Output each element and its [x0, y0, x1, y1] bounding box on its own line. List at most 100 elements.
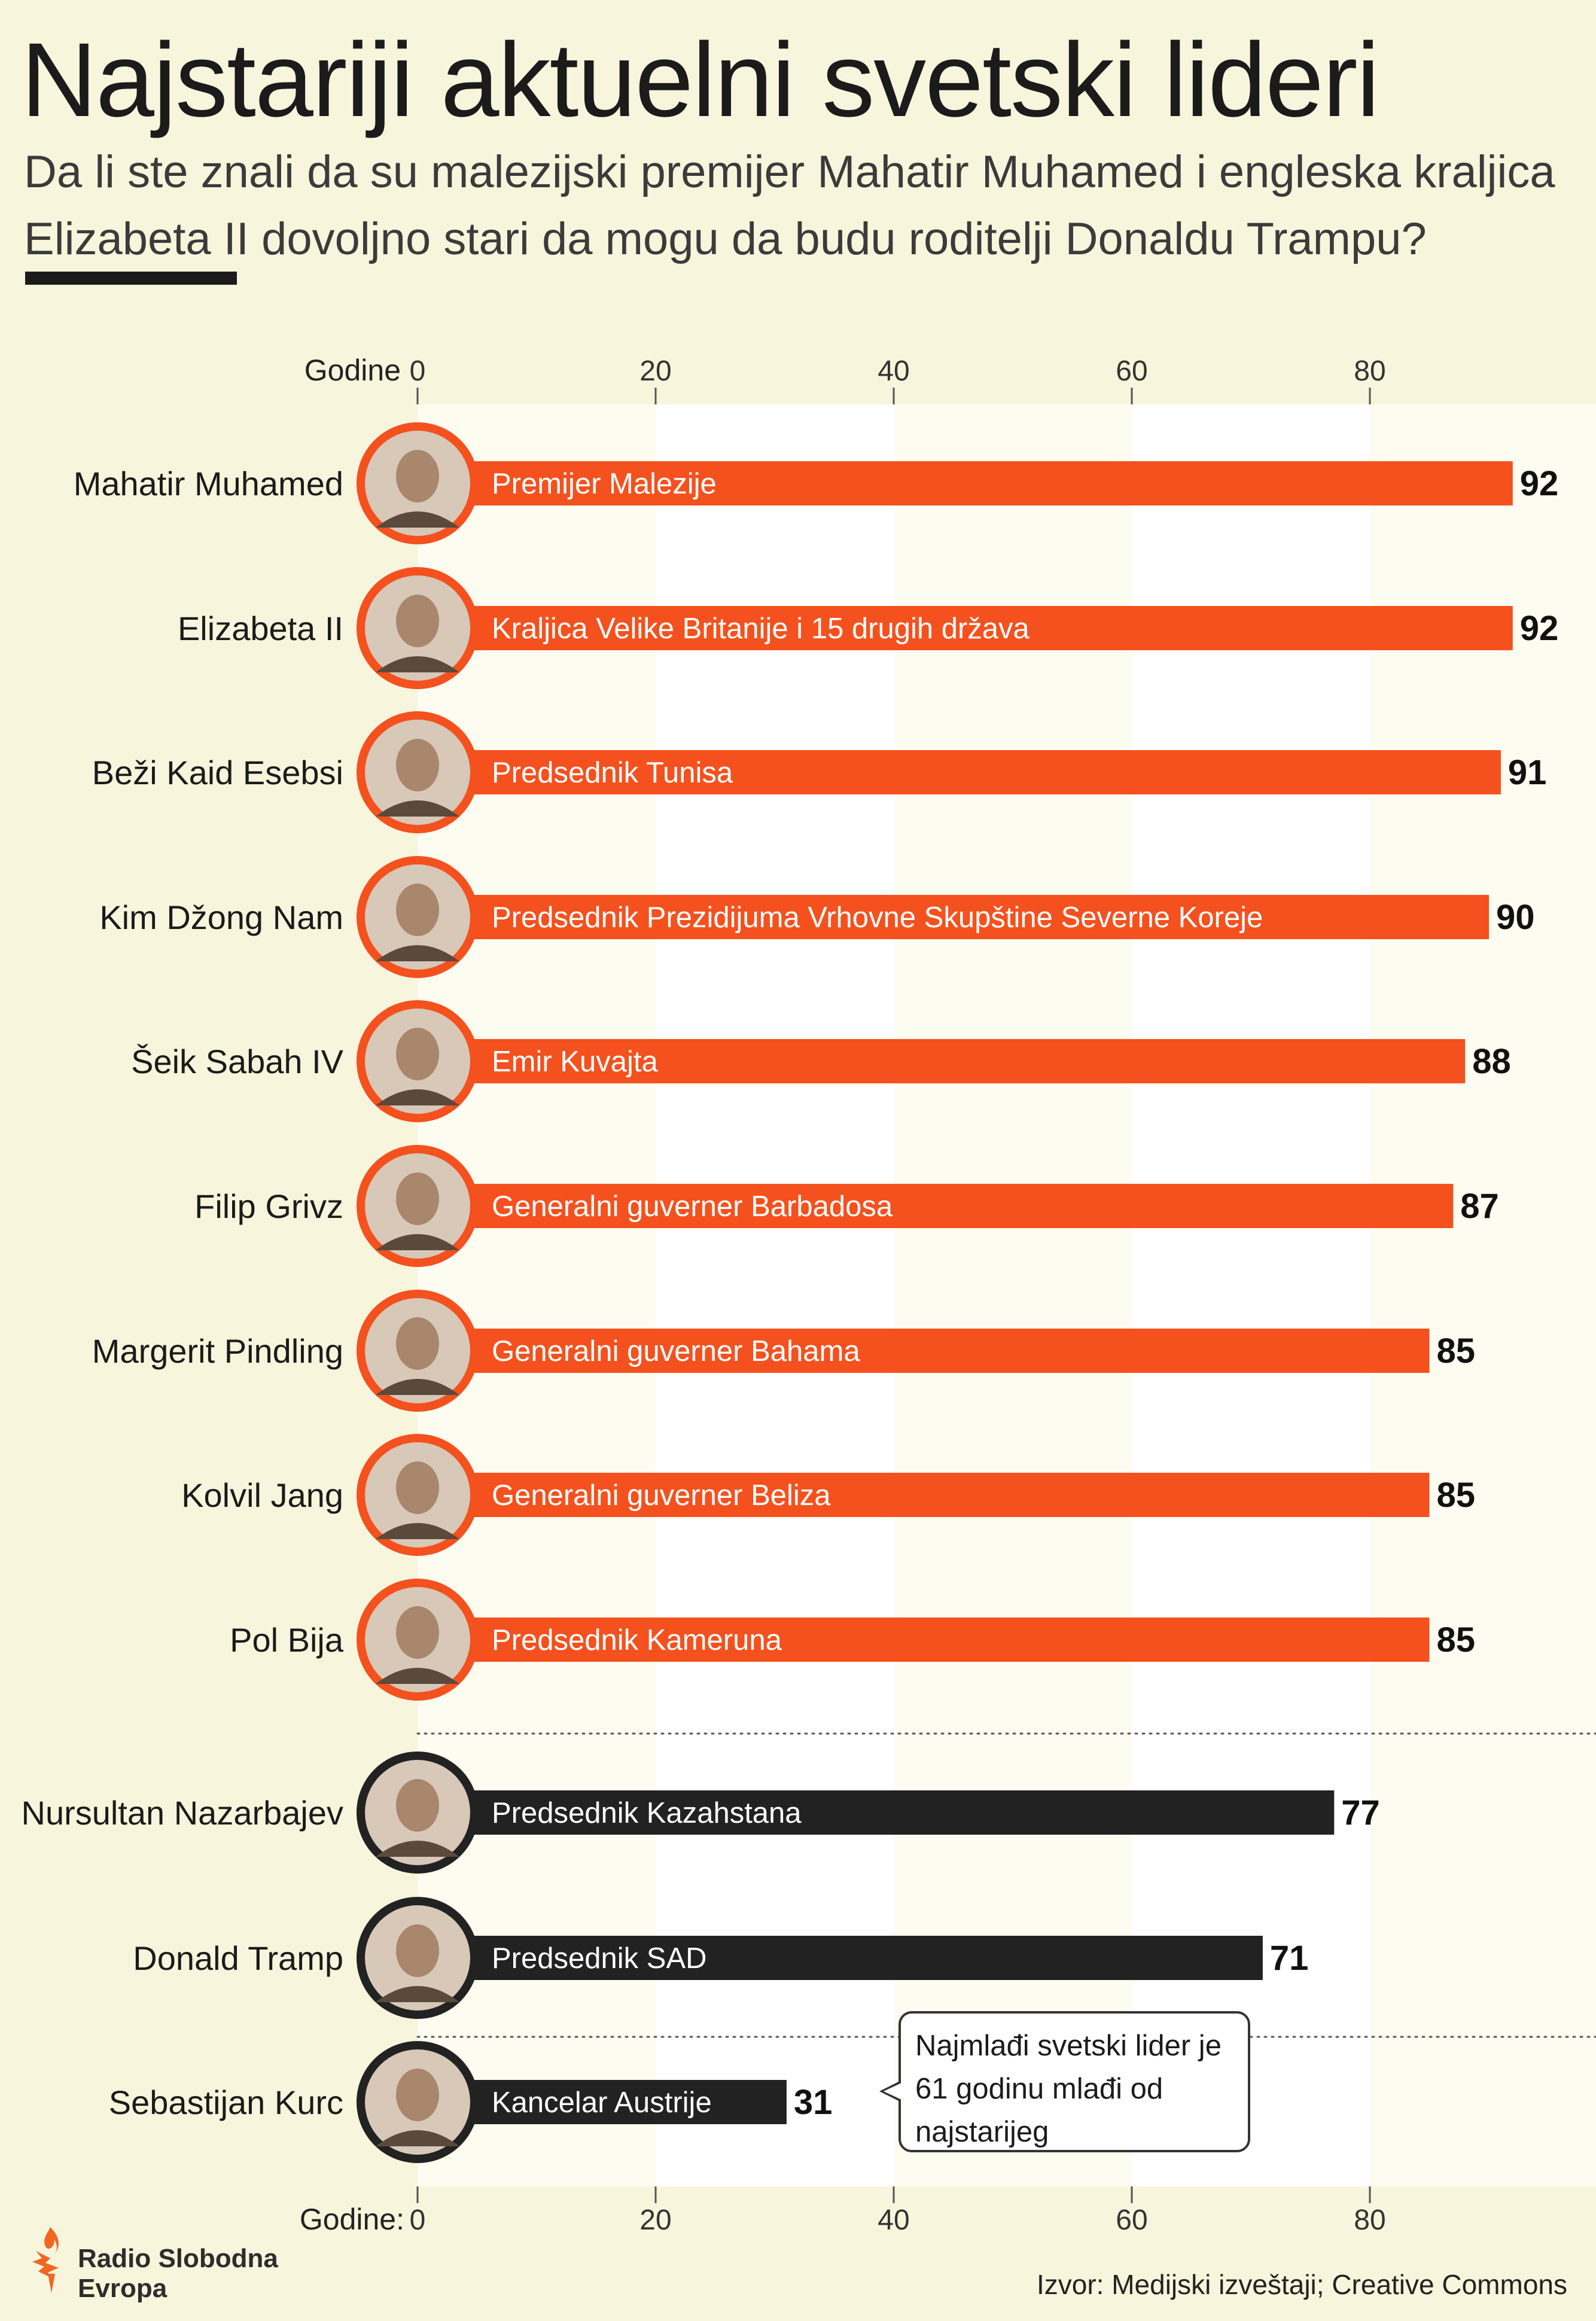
- leader-name: Filip Grivz: [194, 1187, 343, 1225]
- bar: [418, 606, 1513, 650]
- portrait-shoulders-icon: [376, 2130, 459, 2146]
- bar: [418, 1473, 1430, 1517]
- portrait-face-icon: [396, 1028, 439, 1080]
- value-label: 92: [1520, 464, 1559, 503]
- grid-band: [1370, 404, 1596, 2186]
- leader-name: Elizabeta II: [178, 610, 343, 647]
- bar: [418, 1039, 1466, 1083]
- value-label: 77: [1341, 1793, 1380, 1832]
- bar-row: Donald Tramp Predsednik SAD 71: [133, 1897, 1308, 2019]
- grid-band: [656, 404, 894, 2186]
- value-label: 91: [1508, 753, 1547, 792]
- bottom-tick-label: 20: [639, 2204, 671, 2236]
- leader-name: Kim Džong Nam: [99, 898, 343, 936]
- bottom-tick-label: 60: [1116, 2204, 1147, 2236]
- leader-name: Margerit Pindling: [92, 1332, 343, 1370]
- bar: [418, 2080, 787, 2124]
- bar-row: Sebastijan Kurc Kancelar Austrije 31: [109, 2041, 833, 2163]
- bar-row: Pol Bija Predsednik Kameruna 85: [230, 1579, 1475, 1701]
- grid-band: [894, 404, 1132, 2186]
- portrait-shoulders-icon: [376, 1986, 459, 2002]
- portrait-shoulders-icon: [376, 656, 459, 672]
- bar: [418, 1936, 1263, 1980]
- leader-role: Predsednik SAD: [492, 1942, 707, 1975]
- chart-subtitle: Da li ste znali da su malezijski premije…: [24, 147, 1555, 264]
- portrait-face-icon: [396, 1779, 439, 1832]
- value-label: 90: [1496, 898, 1535, 937]
- portrait-shoulders-icon: [376, 800, 459, 817]
- portrait-face-icon: [396, 1461, 439, 1514]
- portrait-shoulders-icon: [376, 1841, 459, 1857]
- leader-name: Donald Tramp: [133, 1939, 343, 1977]
- portrait-face-icon: [396, 1924, 439, 1977]
- rse-logo-text: Radio Slobodna Evropa: [78, 2244, 278, 2303]
- leader-name: Beži Kaid Esebsi: [92, 754, 343, 791]
- portrait-face-icon: [396, 739, 439, 791]
- leader-role: Predsednik Kameruna: [492, 1624, 782, 1656]
- bar: [418, 1790, 1335, 1835]
- portrait-face-icon: [396, 1172, 439, 1225]
- bar-row: Nursultan Nazarbajev Predsednik Kazahstan…: [22, 1752, 1380, 1874]
- top-tick-label: 40: [878, 355, 909, 387]
- leader-name: Šeik Sabah IV: [131, 1043, 344, 1080]
- portrait-face-icon: [396, 595, 439, 647]
- value-label: 85: [1437, 1476, 1476, 1515]
- top-tick-label: 60: [1116, 355, 1147, 387]
- value-label: 85: [1437, 1621, 1476, 1659]
- top-tick-label: 0: [410, 355, 426, 387]
- leader-role: Emir Kuvajta: [492, 1046, 659, 1078]
- value-label: 87: [1460, 1187, 1499, 1226]
- leader-role: Generalni guverner Barbadosa: [492, 1190, 893, 1223]
- chart-title: Najstariji aktuelni svetski lideri: [21, 22, 1380, 139]
- leader-role: Predsednik Kazahstana: [492, 1797, 802, 1829]
- portrait-shoulders-icon: [376, 511, 459, 528]
- youngest-leader-callout: Najmlađi svetski lider je 61 godinu mlađ…: [879, 2011, 1250, 2152]
- bar-row: Mahatir Muhamed Premijer Malezije 92: [74, 422, 1559, 544]
- portrait-shoulders-icon: [376, 1668, 459, 1684]
- bar: [418, 1618, 1430, 1662]
- value-label: 88: [1472, 1042, 1511, 1081]
- bar-row: Kim Džong Nam Predsednik Prezidijuma Vrho…: [99, 856, 1535, 978]
- leader-role: Kraljica Velike Britanije i 15 drugih dr…: [492, 613, 1030, 645]
- portrait-face-icon: [396, 884, 439, 936]
- leader-name: Nursultan Nazarbajev: [22, 1794, 343, 1832]
- leader-role: Predsednik Tunisa: [492, 757, 733, 789]
- bar: [418, 1184, 1454, 1228]
- leader-role: Generalni guverner Bahama: [492, 1335, 860, 1367]
- grid-band: [1132, 404, 1370, 2186]
- bar: [418, 461, 1513, 505]
- bar-row: Kolvil Jang Generalni guverner Beliza 85: [181, 1434, 1475, 1556]
- leader-role: Premijer Malezije: [492, 468, 717, 500]
- leader-role: Generalni guverner Beliza: [492, 1479, 831, 1512]
- portrait-shoulders-icon: [376, 1234, 459, 1250]
- bar-row: Filip Grivz Generalni guverner Barbadosa 8…: [194, 1145, 1499, 1267]
- rse-logo: Radio Slobodna Evropa: [24, 2222, 323, 2306]
- grid-band: [418, 404, 656, 2186]
- top-tick-label: 80: [1354, 355, 1385, 387]
- bottom-tick-label: 80: [1354, 2204, 1385, 2236]
- source-note: Izvor: Medijski izveštaji; Creative Comm…: [1036, 2269, 1567, 2300]
- portrait-face-icon: [396, 2069, 439, 2121]
- portrait-shoulders-icon: [376, 1089, 459, 1105]
- value-label: 71: [1270, 1939, 1309, 1978]
- bar-row: Šeik Sabah IV Emir Kuvajta 88: [131, 1000, 1511, 1122]
- leader-name: Pol Bija: [230, 1621, 344, 1659]
- bar: [418, 750, 1501, 794]
- portrait-shoulders-icon: [376, 1379, 459, 1395]
- bottom-axis-label: Godine:: [300, 2203, 404, 2236]
- bar: [418, 895, 1489, 939]
- leader-role: Kancelar Austrije: [492, 2087, 712, 2119]
- top-tick-label: 20: [639, 355, 671, 387]
- portrait-face-icon: [396, 1317, 439, 1370]
- portrait-shoulders-icon: [376, 1523, 459, 1539]
- bottom-tick-label: 0: [410, 2204, 426, 2236]
- portrait-face-icon: [396, 450, 439, 502]
- value-label: 92: [1520, 609, 1559, 648]
- value-label: 31: [794, 2083, 833, 2122]
- bar: [418, 1329, 1430, 1373]
- bottom-tick-label: 40: [878, 2204, 909, 2236]
- bar-row: Elizabeta II Kraljica Velike Britanije i …: [178, 567, 1558, 689]
- bar-row: Beži Kaid Esebsi Predsednik Tunisa 91: [92, 711, 1547, 833]
- leader-name: Mahatir Muhamed: [74, 465, 343, 502]
